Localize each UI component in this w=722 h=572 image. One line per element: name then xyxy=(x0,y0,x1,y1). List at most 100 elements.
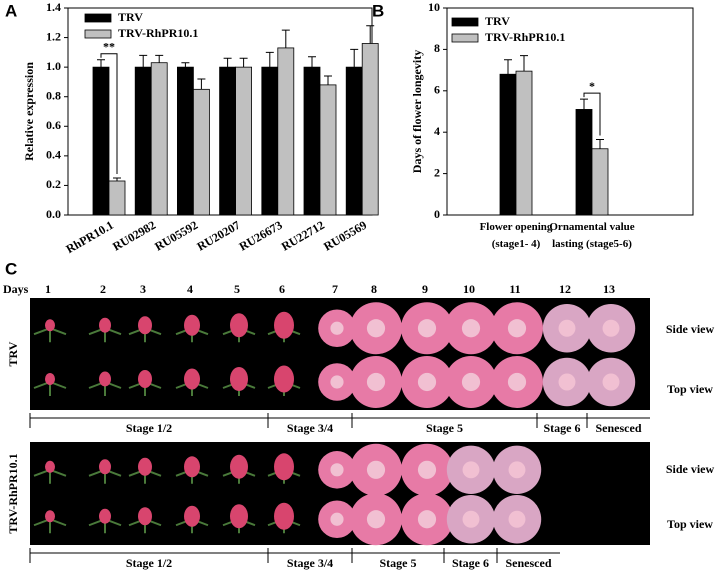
bar xyxy=(361,43,379,216)
bud-photo xyxy=(45,319,55,332)
days-label: Days xyxy=(3,282,29,296)
y-tick-label: 0.0 xyxy=(46,207,61,221)
bud-photo xyxy=(184,456,200,478)
y-tick-label: 0 xyxy=(434,207,440,221)
y-tick-label: 1.0 xyxy=(46,59,61,73)
flower-center xyxy=(330,463,344,477)
row-label: TRV xyxy=(6,341,20,366)
error-bar xyxy=(350,48,359,68)
y-tick-label: 4 xyxy=(434,124,440,138)
day-label: 2 xyxy=(100,282,106,296)
bar xyxy=(345,66,363,216)
flower-center xyxy=(508,510,526,528)
bud-photo xyxy=(230,454,248,479)
legend-label: TRV-RhPR10.1 xyxy=(118,26,198,40)
row-label: TRV-RhPR10.1 xyxy=(6,453,20,533)
day-label: 13 xyxy=(603,282,615,296)
flower-center xyxy=(366,460,386,479)
flower-center xyxy=(507,319,527,338)
significance-bracket xyxy=(583,92,601,136)
bar xyxy=(303,66,321,216)
legend-swatch xyxy=(451,33,479,43)
error-bar xyxy=(596,138,604,149)
error-bar xyxy=(520,55,528,72)
y-tick-label: 1.2 xyxy=(46,29,61,43)
x-tick-label: RU22712 xyxy=(279,218,327,254)
bar xyxy=(176,66,194,216)
error-bar xyxy=(181,62,190,68)
error-bar xyxy=(197,78,206,90)
flower-center xyxy=(462,510,480,528)
bud-photo xyxy=(45,373,55,385)
bud-photo xyxy=(99,317,111,333)
x-tick-label: RU05569 xyxy=(321,218,369,254)
bud-photo xyxy=(138,457,152,476)
error-bar xyxy=(366,25,375,44)
significance-label: ** xyxy=(103,40,115,54)
flower-center xyxy=(366,372,386,392)
panel-label: B xyxy=(372,1,384,20)
day-label: 9 xyxy=(422,282,428,296)
bar xyxy=(261,66,279,216)
day-label: 10 xyxy=(463,282,475,296)
error-bar xyxy=(324,75,332,85)
bud-photo xyxy=(99,508,111,524)
view-label: Side view xyxy=(666,462,715,476)
flower-center xyxy=(366,510,386,529)
x-tick-label: RU20207 xyxy=(194,218,242,254)
x-tick-label: RU26673 xyxy=(237,218,285,254)
bar xyxy=(515,70,533,216)
bud-photo xyxy=(274,311,294,339)
flower-center xyxy=(330,375,344,389)
bar xyxy=(575,109,593,216)
error-bar xyxy=(113,177,121,181)
day-label: 1 xyxy=(45,282,51,296)
y-tick-label: 0.2 xyxy=(46,177,61,191)
bar xyxy=(235,66,253,216)
day-label: 7 xyxy=(332,282,338,296)
view-label: Side view xyxy=(666,322,715,336)
day-label: 4 xyxy=(187,282,193,296)
stage-label: Stage 1/2 xyxy=(126,421,172,435)
legend-swatch xyxy=(84,29,112,39)
bud-photo xyxy=(99,459,111,475)
flower-center xyxy=(330,512,344,526)
flower-center xyxy=(366,319,386,338)
error-bar xyxy=(223,57,232,68)
panel-label: C xyxy=(5,259,17,278)
x-tick-label: RhPR10.1 xyxy=(64,218,116,256)
legend-label: TRV xyxy=(118,10,143,24)
y-tick-label: 6 xyxy=(434,83,440,97)
bud-photo xyxy=(138,507,152,526)
y-tick-label: 0.6 xyxy=(46,118,61,132)
bud-photo xyxy=(184,314,200,336)
stage-label: Stage 5 xyxy=(380,556,417,570)
flower-center xyxy=(558,319,576,337)
flower-center xyxy=(461,319,481,338)
flower-center xyxy=(417,372,437,392)
bud-photo xyxy=(274,453,294,481)
y-tick-label: 1.4 xyxy=(46,0,61,14)
y-tick-label: 0.4 xyxy=(46,148,61,162)
bar xyxy=(277,47,295,216)
stage-label: Senesced xyxy=(596,421,642,435)
stage-label: Stage 3/4 xyxy=(287,421,333,435)
bud-photo xyxy=(138,370,152,388)
flower-center xyxy=(330,321,344,335)
bud-photo xyxy=(138,316,152,335)
bar xyxy=(92,66,110,216)
y-tick-label: 10 xyxy=(428,0,440,14)
flower-center xyxy=(508,461,526,479)
bud-photo xyxy=(230,313,248,338)
x-tick-label: Ornamental value lasting (stage5-6) xyxy=(549,221,635,250)
legend-label: TRV xyxy=(485,14,510,28)
view-label: Top view xyxy=(667,517,713,531)
bud-photo xyxy=(45,510,55,523)
flower-center xyxy=(602,319,620,337)
y-tick-label: 0.8 xyxy=(46,88,61,102)
error-bar xyxy=(97,59,105,68)
flower-center xyxy=(417,510,437,529)
bar xyxy=(319,84,337,216)
flower-center xyxy=(417,319,437,338)
bar xyxy=(192,88,210,216)
